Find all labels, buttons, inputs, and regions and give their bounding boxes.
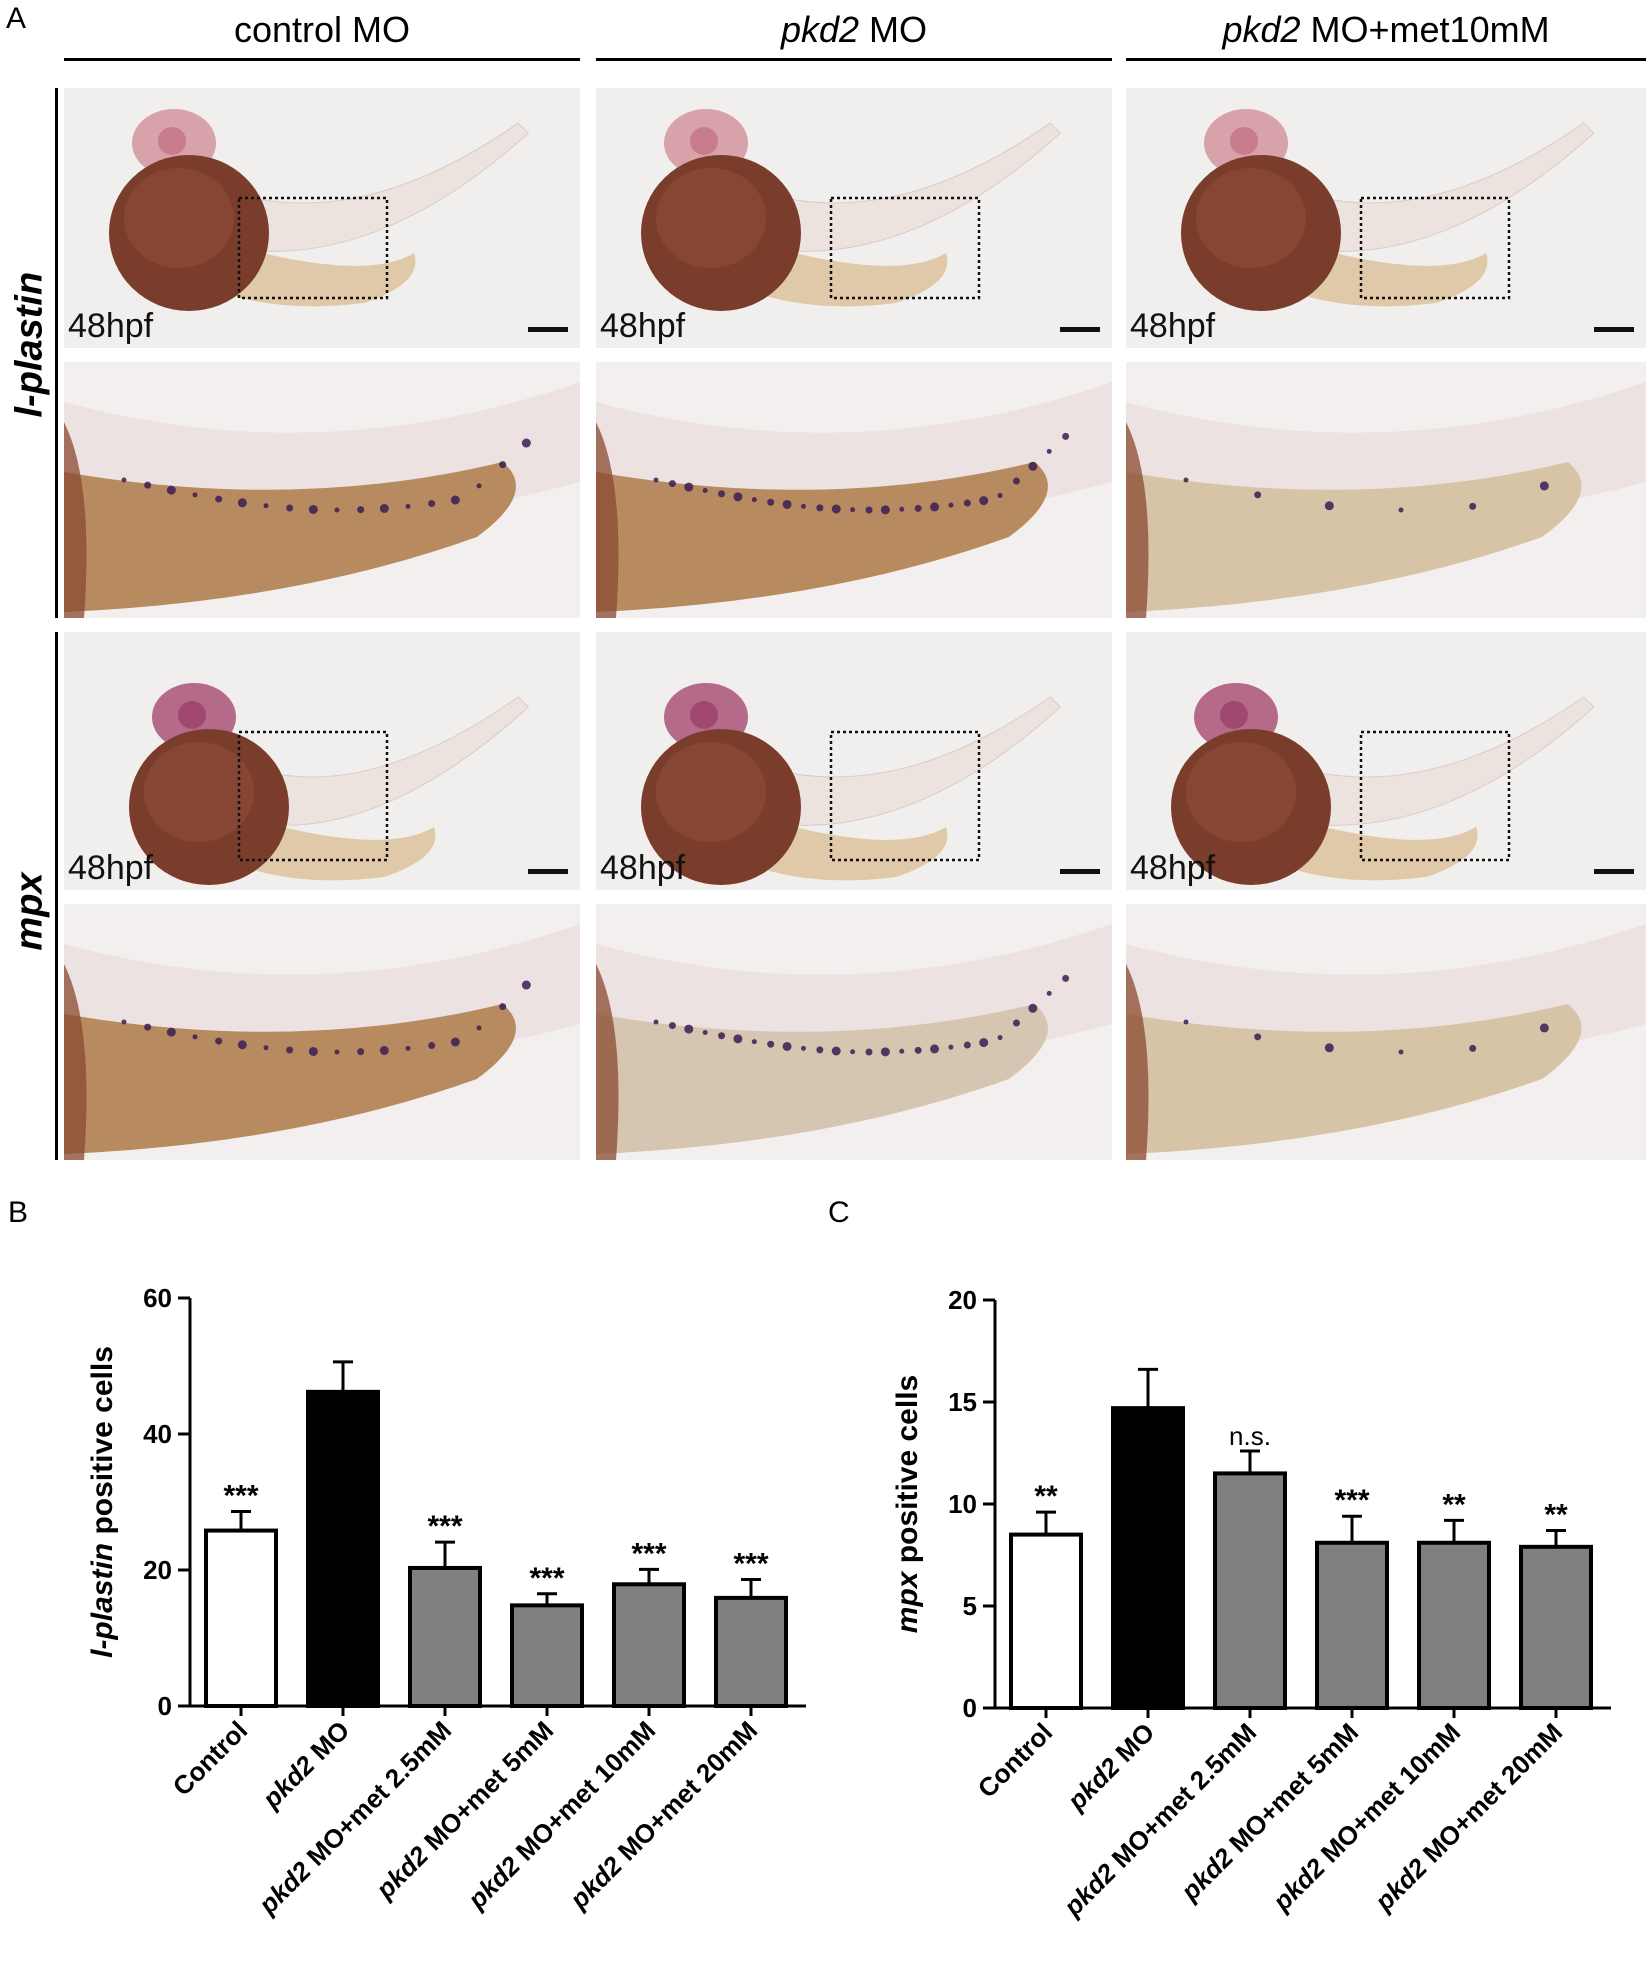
scale-bar [1594, 327, 1634, 332]
bar [612, 1582, 686, 1708]
embryo-illustration [641, 683, 1062, 885]
x-tick-label: pkd2 MO [1061, 1717, 1161, 1817]
embryo-illustration [1171, 683, 1595, 885]
column-header-italic: pkd2 [780, 9, 860, 50]
column-header-italic: pkd2 [1222, 9, 1301, 50]
x-tick-label: pkd2 MO+met 5mM [369, 1715, 559, 1905]
y-tick-label: 10 [948, 1489, 977, 1519]
embryo-illustration [1126, 904, 1646, 1160]
scale-bar [528, 327, 568, 332]
y-tick-label: 40 [143, 1419, 172, 1449]
panel-letter-a: A [6, 2, 27, 35]
row-divider-mpx [55, 632, 58, 1160]
bar [1111, 1406, 1185, 1710]
bar [714, 1595, 788, 1709]
scale-bar [1594, 869, 1634, 874]
embryo-zoom-image [596, 904, 1112, 1160]
embryo-whole-image: 48hpf [64, 632, 580, 890]
embryo-whole-image: 48hpf [1126, 88, 1646, 348]
embryo-illustration [64, 904, 580, 1160]
panel-letter-b: B [8, 1196, 29, 1229]
embryo-zoom-image [1126, 362, 1646, 618]
stage-label: 48hpf [1130, 849, 1216, 887]
y-axis-label: mpx positive cells [891, 1375, 924, 1633]
embryo-illustration [109, 109, 530, 311]
stage-label: 48hpf [600, 307, 686, 345]
significance-label: ** [1544, 1499, 1568, 1532]
column-header-text: control MO [233, 9, 411, 50]
significance-label: *** [427, 1510, 462, 1543]
x-tick-label: pkd2 MO+met 10mM [461, 1715, 661, 1915]
bar [306, 1389, 380, 1708]
embryo-zoom-image [64, 904, 580, 1160]
embryo-illustration [641, 109, 1062, 311]
x-tick-label: pkd2 MO+met 10mM [1266, 1717, 1466, 1917]
x-tick-label: pkd2 MO+met 20mM [563, 1715, 763, 1915]
embryo-illustration [129, 683, 530, 885]
stage-label: 48hpf [600, 849, 686, 887]
bar [1519, 1544, 1593, 1710]
x-tick-label: Control [167, 1715, 254, 1802]
significance-label: *** [631, 1537, 666, 1570]
embryo-illustration [596, 362, 1112, 618]
embryo-whole-image: 48hpf [64, 88, 580, 348]
x-tick-label: pkd2 MO+met 2.5mM [252, 1715, 457, 1920]
significance-label: *** [223, 1480, 258, 1513]
embryo-whole-image: 48hpf [596, 88, 1112, 348]
significance-label: *** [1334, 1484, 1369, 1517]
stage-label: 48hpf [68, 307, 154, 345]
significance-label: ** [1442, 1488, 1466, 1521]
significance-label: ** [1034, 1480, 1058, 1513]
embryo-illustration [1181, 109, 1595, 311]
y-tick-label: 20 [948, 1285, 977, 1315]
x-tick-label: pkd2 MO+met 20mM [1368, 1717, 1568, 1917]
bar [510, 1603, 584, 1708]
row-divider-lplastin [55, 88, 58, 618]
bar [204, 1528, 278, 1708]
bar [1417, 1540, 1491, 1711]
y-tick-label: 60 [143, 1283, 172, 1313]
embryo-zoom-image [596, 362, 1112, 618]
x-tick-label: pkd2 MO+met 2.5mM [1057, 1717, 1262, 1922]
scale-bar [1060, 869, 1100, 874]
chart-lplastin: 0 20 40 60 l-plastin positive cells *** Contro… [86, 1283, 806, 1920]
column-header-text: MO [859, 9, 928, 50]
stage-label: 48hpf [1130, 307, 1216, 345]
embryo-whole-image: 48hpf [1126, 632, 1646, 890]
embryo-zoom-image [1126, 904, 1646, 1160]
x-tick-label: pkd2 MO [256, 1715, 356, 1815]
bar [408, 1565, 482, 1708]
row-label-lplastin: l-plastin [8, 271, 51, 418]
bar [1009, 1532, 1083, 1710]
y-tick-label: 20 [143, 1555, 172, 1585]
column-header-pkd2: pkd2 MO [596, 6, 1112, 61]
x-tick-label: pkd2 MO+met 5mM [1174, 1717, 1364, 1907]
scale-bar [528, 869, 568, 874]
y-tick-label: 0 [963, 1693, 977, 1723]
significance-label: n.s. [1229, 1421, 1271, 1451]
row-label-mpx: mpx [8, 872, 51, 951]
y-tick-label: 0 [158, 1691, 172, 1721]
panel-letter-c: C [828, 1196, 850, 1229]
bar [1315, 1540, 1389, 1711]
significance-label: *** [733, 1548, 768, 1581]
column-header-control: control MO [64, 6, 580, 61]
column-header-pkd2-met: pkd2 MO+met10mM [1126, 6, 1646, 61]
y-tick-label: 15 [948, 1387, 977, 1417]
column-header-text: MO+met10mM [1300, 9, 1550, 50]
embryo-illustration [1126, 362, 1646, 618]
embryo-illustration [596, 904, 1112, 1160]
y-tick-label: 5 [963, 1591, 977, 1621]
stage-label: 48hpf [68, 849, 154, 887]
y-axis-label: l-plastin positive cells [86, 1346, 119, 1658]
embryo-whole-image: 48hpf [596, 632, 1112, 890]
significance-label: *** [529, 1562, 564, 1595]
embryo-illustration [64, 362, 580, 618]
scale-bar [1060, 327, 1100, 332]
bar [1213, 1471, 1287, 1710]
embryo-zoom-image [64, 362, 580, 618]
x-tick-label: Control [972, 1717, 1059, 1804]
